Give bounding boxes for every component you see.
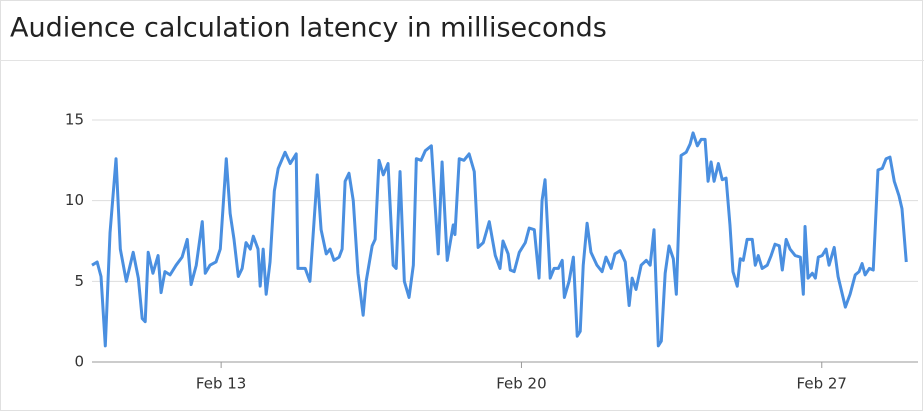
y-tick-label: 0 — [74, 353, 84, 371]
x-tick-label: Feb 20 — [496, 375, 546, 393]
x-tick-label: Feb 27 — [797, 375, 847, 393]
chart-title: Audience calculation latency in millisec… — [10, 13, 607, 44]
y-tick-label: 5 — [74, 272, 84, 290]
line — [91, 131, 908, 348]
x-tick-label: Feb 13 — [196, 375, 246, 393]
y-tick-label: 15 — [65, 111, 84, 129]
y-tick-label: 10 — [65, 191, 84, 209]
